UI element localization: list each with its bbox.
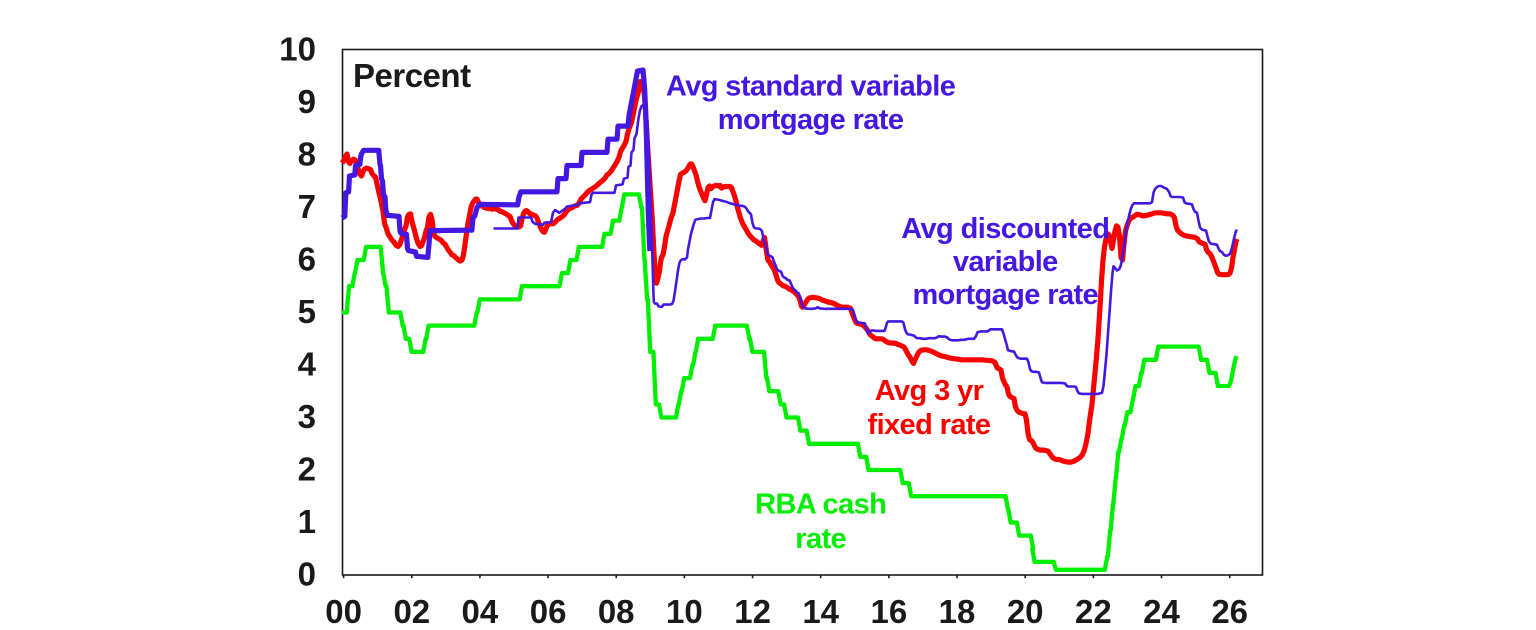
svg-text:06: 06 <box>530 593 567 630</box>
svg-text:1: 1 <box>298 503 316 540</box>
svg-text:22: 22 <box>1075 593 1112 630</box>
svg-text:12: 12 <box>734 593 771 630</box>
svg-text:Avg discounted: Avg discounted <box>901 213 1109 245</box>
svg-text:Avg 3 yr: Avg 3 yr <box>875 375 984 407</box>
svg-text:4: 4 <box>298 346 317 383</box>
svg-text:5: 5 <box>298 293 316 330</box>
svg-text:2: 2 <box>298 451 316 488</box>
svg-text:6: 6 <box>298 241 316 278</box>
svg-text:fixed rate: fixed rate <box>868 409 991 441</box>
svg-text:10: 10 <box>279 31 316 68</box>
svg-text:variable: variable <box>953 246 1058 278</box>
svg-text:02: 02 <box>393 593 430 630</box>
svg-text:16: 16 <box>871 593 908 630</box>
svg-text:18: 18 <box>939 593 976 630</box>
svg-text:Avg standard variable: Avg standard variable <box>666 71 956 103</box>
svg-text:08: 08 <box>598 593 635 630</box>
svg-text:10: 10 <box>666 593 703 630</box>
svg-text:24: 24 <box>1143 593 1180 630</box>
svg-text:RBA cash: RBA cash <box>755 489 886 521</box>
svg-text:20: 20 <box>1007 593 1044 630</box>
svg-text:Percent: Percent <box>353 57 471 94</box>
svg-text:9: 9 <box>298 83 316 120</box>
svg-text:mortgage rate: mortgage rate <box>718 104 904 136</box>
svg-text:26: 26 <box>1211 593 1248 630</box>
svg-text:14: 14 <box>802 593 839 630</box>
svg-text:rate: rate <box>795 523 846 555</box>
svg-text:7: 7 <box>298 188 316 225</box>
svg-text:mortgage rate: mortgage rate <box>913 279 1099 311</box>
svg-text:0: 0 <box>298 556 316 593</box>
svg-text:04: 04 <box>462 593 499 630</box>
svg-text:00: 00 <box>325 593 362 630</box>
svg-text:8: 8 <box>298 136 316 173</box>
svg-text:3: 3 <box>298 398 316 435</box>
